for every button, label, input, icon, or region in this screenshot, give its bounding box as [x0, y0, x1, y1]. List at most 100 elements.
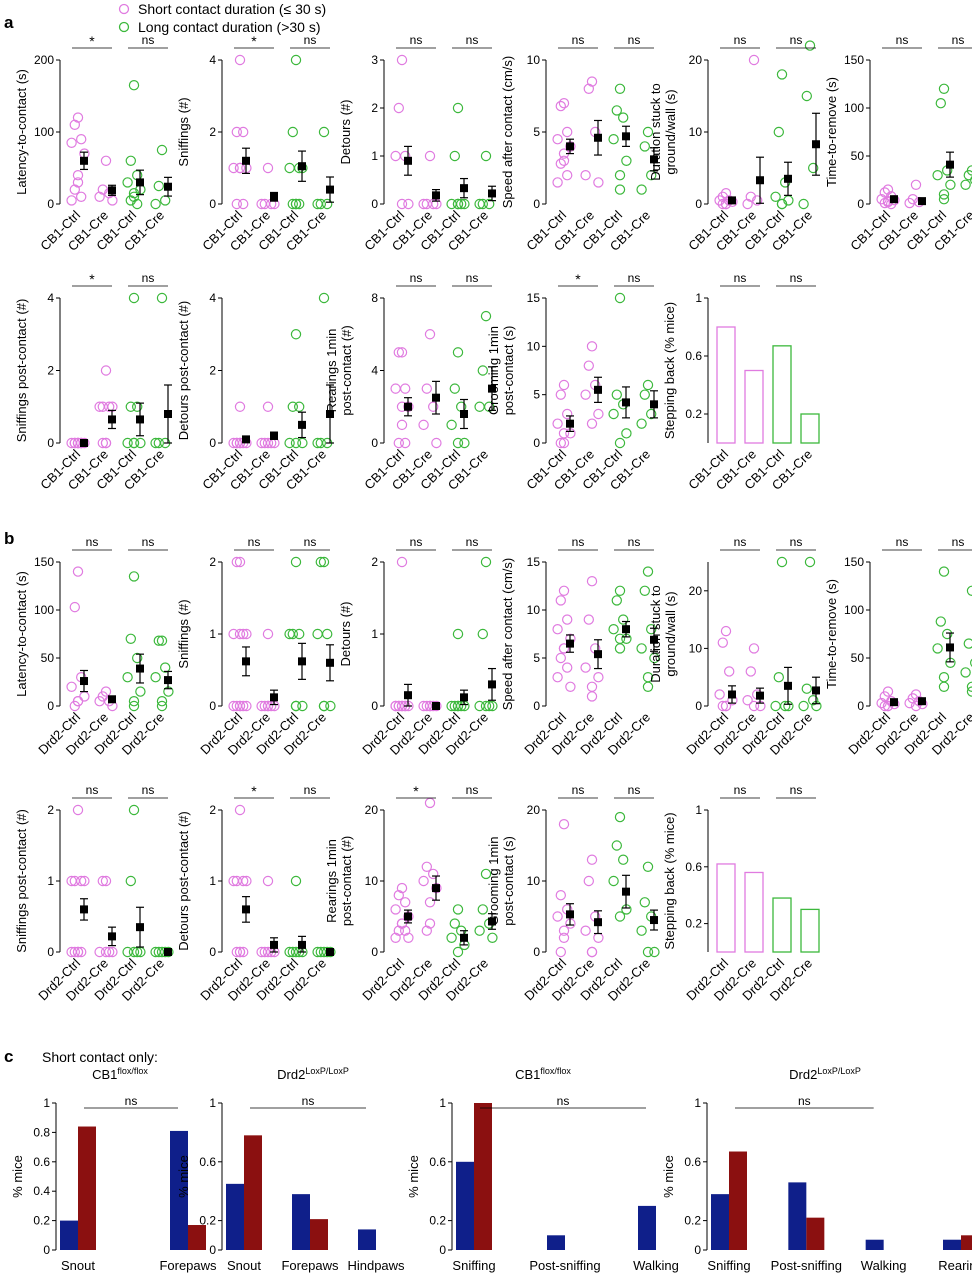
data-point-short — [390, 150, 401, 162]
data-point-long — [122, 437, 133, 449]
mean-marker — [890, 698, 898, 707]
data-point-short — [586, 681, 598, 693]
data-point-short — [393, 700, 404, 712]
y-tick-label: 4 — [209, 53, 216, 67]
data-point-long — [646, 408, 657, 420]
mean-marker — [488, 384, 496, 393]
data-point-short — [262, 162, 274, 174]
y-axis-label: Detours post-contact (#) — [176, 811, 191, 950]
data-point-short — [424, 897, 436, 908]
mean-marker — [108, 932, 116, 941]
data-point-short — [714, 689, 725, 700]
mean-marker — [404, 402, 412, 411]
data-point-short — [237, 946, 249, 958]
data-point-long — [128, 292, 140, 304]
data-point-long — [618, 854, 629, 865]
chart-title-superscript: LoxP/LoxP — [305, 1066, 349, 1076]
data-point-long — [649, 946, 660, 958]
y-tick-label: 2 — [209, 803, 216, 817]
data-point-long — [608, 624, 619, 635]
mean-marker — [326, 658, 334, 667]
bar-long — [800, 413, 820, 444]
sig-label: ns — [304, 535, 317, 549]
sig-label: ns — [628, 271, 641, 285]
data-point-short — [745, 191, 757, 202]
data-point-long — [150, 672, 161, 683]
data-point-long — [614, 811, 626, 823]
y-tick-label: 150 — [844, 53, 864, 67]
data-point-short — [66, 875, 77, 887]
data-point-short — [256, 198, 267, 210]
mean-marker — [242, 905, 250, 914]
panel-label-b: b — [4, 529, 14, 548]
sig-label: * — [89, 33, 95, 49]
y-tick-label: 0.6 — [33, 1155, 50, 1169]
data-point-short — [555, 100, 567, 112]
bar-blue — [943, 1239, 961, 1250]
data-point-long — [290, 329, 302, 340]
data-point-short — [552, 911, 563, 922]
category-label: Post-sniffing — [771, 1258, 842, 1273]
data-point-long — [938, 672, 950, 683]
data-point-short — [256, 437, 267, 449]
bar-red — [729, 1151, 747, 1250]
data-point-short — [431, 437, 442, 449]
bar-blue — [547, 1235, 565, 1250]
mean-marker — [594, 650, 602, 659]
data-point-short — [100, 875, 112, 887]
data-point-short — [234, 162, 246, 174]
mean-marker — [946, 160, 954, 169]
bar-blue — [358, 1229, 376, 1250]
data-point-short — [720, 187, 732, 199]
data-point-short — [100, 946, 112, 958]
data-point-long — [452, 102, 464, 114]
data-point-short — [558, 155, 570, 166]
data-point-long — [639, 389, 651, 400]
y-tick-label: 100 — [34, 125, 54, 139]
data-point-short — [586, 691, 598, 702]
data-point-long — [773, 672, 785, 683]
sig-label: ns — [896, 535, 909, 549]
data-point-long — [128, 696, 140, 707]
y-tick-label: 5 — [533, 388, 540, 402]
y-axis-label: Detours (#) — [338, 99, 353, 164]
data-point-short — [558, 437, 570, 449]
data-point-long — [808, 695, 819, 706]
y-tick-label: 0 — [47, 436, 54, 450]
data-point-long — [776, 556, 788, 568]
data-point-short — [586, 576, 598, 587]
chart-c3: 0 0.2 0.6 1 % mice CB1flox/flox Sniffing Post-s… — [406, 1066, 679, 1273]
sig-label: ns — [248, 535, 261, 549]
data-point-short — [418, 700, 429, 712]
y-tick-label: 0 — [533, 436, 540, 450]
data-point-long — [315, 198, 326, 210]
y-tick-label: 150 — [844, 555, 864, 569]
data-point-short — [241, 700, 252, 712]
sig-label: ns — [410, 535, 423, 549]
data-point-short — [72, 112, 84, 123]
mean-marker — [298, 420, 306, 429]
data-point-short — [94, 191, 105, 202]
data-point-short — [234, 804, 246, 816]
data-point-short — [400, 383, 411, 394]
data-point-short — [558, 585, 570, 597]
data-point-short — [100, 155, 112, 166]
panel-c-title: Short contact only: — [42, 1049, 158, 1065]
y-tick-label: 0.6 — [685, 860, 702, 874]
data-point-short — [552, 133, 563, 145]
y-axis-label: Speed after contact (cm/s) — [500, 56, 515, 208]
y-tick-label: 3 — [371, 53, 378, 67]
data-point-short — [228, 875, 239, 887]
y-tick-label: 0.2 — [199, 1214, 216, 1228]
y-axis-label: Stepping back (% mice) — [662, 302, 677, 439]
data-point-short — [107, 946, 118, 958]
data-point-long — [614, 911, 626, 922]
data-point-short — [717, 191, 729, 202]
data-point-short — [421, 383, 432, 394]
y-tick-label: 100 — [844, 101, 864, 115]
sig-label: ns — [466, 271, 479, 285]
data-point-long — [960, 667, 971, 678]
y-tick-label: 0.6 — [684, 1155, 701, 1169]
